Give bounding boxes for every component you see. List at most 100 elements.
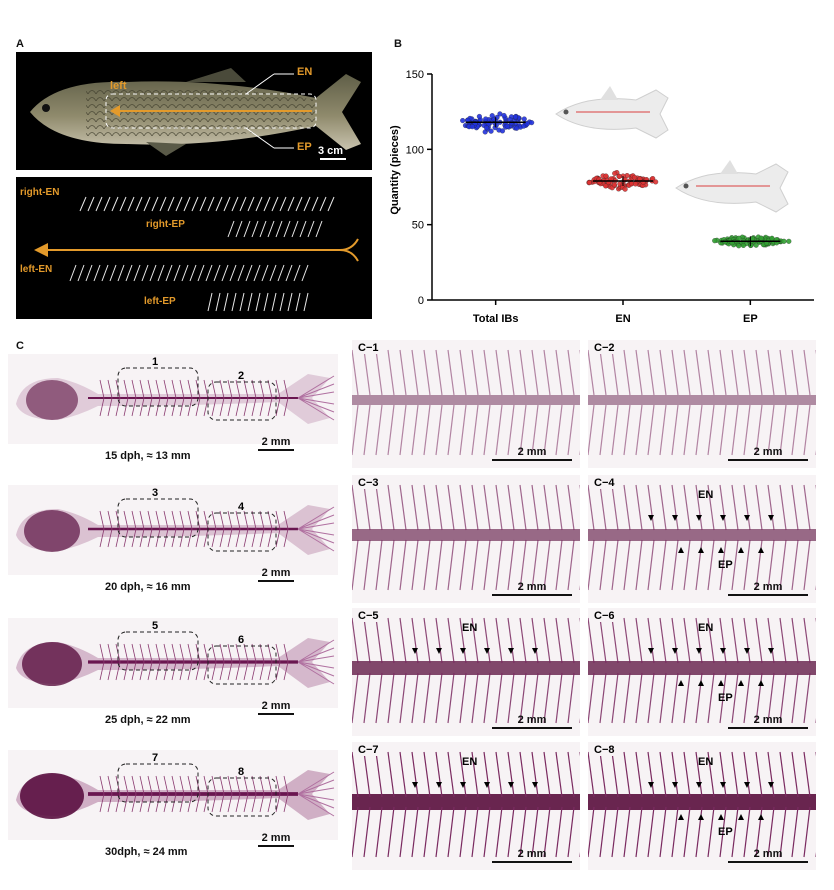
data-point	[524, 121, 530, 127]
panel-c-label: C	[16, 340, 24, 352]
data-point	[740, 242, 746, 248]
scatter-chart: 0 50 100 150 Total IBs EN EP Quantity (pieces)	[389, 69, 814, 325]
scale-bar: 2 mm	[258, 436, 294, 451]
scale-label: 2 mm	[517, 848, 547, 860]
callout-ep: EP	[297, 141, 312, 153]
closeup-drawing	[352, 617, 580, 724]
closeup-drawing	[352, 349, 580, 456]
data-point	[521, 116, 527, 122]
label-right-en: right-EN	[20, 187, 60, 198]
en-label: EN	[698, 622, 714, 634]
box-label: 7	[152, 752, 159, 764]
callout-en: EN	[297, 66, 313, 78]
specimen-caption: 30dph, ≈ 24 mm	[105, 846, 188, 858]
data-point	[499, 128, 506, 134]
box-label: 3	[152, 487, 159, 499]
scale-bar: 2 mm	[728, 714, 808, 729]
closeup-drawing	[352, 484, 580, 591]
scale-line	[258, 845, 294, 847]
closeup-label: C−2	[592, 342, 617, 354]
data-point	[653, 179, 659, 185]
scale-label: 2 mm	[261, 832, 291, 844]
scale-line	[492, 594, 572, 596]
box-label: 5	[152, 620, 159, 632]
closeup-panel: C−8 EN EP 2 mm	[588, 742, 816, 870]
bone-layout-drawing	[34, 196, 359, 312]
data-point	[529, 120, 535, 126]
y-tick-label: 50	[412, 220, 424, 232]
y-axis-label: Quantity (pieces)	[389, 125, 401, 215]
scale-label: 2 mm	[517, 446, 547, 458]
closeup-label: C−8	[592, 744, 617, 756]
closeup-drawing	[588, 484, 816, 591]
box-label: 2	[238, 370, 245, 382]
data-point	[736, 235, 742, 241]
data-point	[460, 118, 466, 124]
closeup-label: C−6	[592, 610, 617, 622]
scale-label: 2 mm	[517, 714, 547, 726]
scale-line	[258, 449, 294, 451]
data-point	[769, 235, 775, 241]
data-point	[504, 123, 510, 129]
fish-illustration-en	[555, 86, 669, 139]
scale-line	[728, 594, 808, 596]
scale-line	[258, 580, 294, 582]
data-point	[781, 238, 787, 244]
data-point	[603, 183, 609, 189]
box-label: 4	[238, 501, 245, 513]
series-ep	[712, 234, 792, 249]
specimen-photo: 3 4	[8, 485, 338, 575]
data-point	[483, 116, 489, 122]
specimen-drawing	[16, 763, 335, 820]
panel-b-label: B	[394, 38, 402, 50]
closeup-drawing	[588, 751, 816, 858]
closeup-panel: C−4 EN EP 2 mm	[588, 475, 816, 603]
data-point	[758, 235, 764, 241]
scale-bar: 2 mm	[492, 848, 572, 863]
data-point	[753, 242, 759, 248]
ep-label: EP	[718, 826, 733, 838]
ep-label: EP	[718, 559, 733, 571]
scale-label: 2 mm	[753, 848, 783, 860]
data-point	[484, 125, 490, 131]
label-left-ep: left-EP	[144, 296, 176, 307]
data-point	[612, 170, 618, 176]
scale-label: 2 mm	[753, 446, 783, 458]
data-point	[521, 123, 527, 129]
data-point	[586, 179, 592, 186]
fish-illustration-ep	[675, 160, 789, 213]
specimen-caption: 15 dph, ≈ 13 mm	[105, 450, 191, 462]
box-label: 6	[238, 634, 245, 646]
scale-bar: 2 mm	[258, 832, 294, 847]
chart-axes: 0 50 100 150 Total IBs EN EP	[406, 69, 814, 325]
callout-left: left	[110, 80, 127, 92]
bone-layout: right-EN right-EP left-EN left-EP	[16, 177, 372, 319]
data-point	[611, 182, 617, 188]
data-point	[616, 173, 622, 179]
box-label: 8	[238, 766, 245, 778]
specimen-photo: 1 2	[8, 354, 338, 444]
x-tick-label: Total IBs	[473, 313, 519, 325]
scale-line	[728, 459, 808, 461]
fish-photo: left EN EP 3 cm	[16, 52, 372, 170]
fish-photo-drawing	[30, 68, 361, 160]
box-label: 1	[152, 356, 159, 368]
scale-bar: 2 mm	[258, 567, 294, 582]
closeup-panel: C−5 EN 2 mm	[352, 608, 580, 736]
y-tick-label: 150	[406, 69, 424, 81]
closeup-label: C−4	[592, 477, 617, 489]
ep-label: EP	[718, 692, 733, 704]
specimen-caption: 25 dph, ≈ 22 mm	[105, 714, 191, 726]
data-point	[514, 125, 520, 131]
chart-points	[460, 111, 792, 249]
data-point	[748, 242, 754, 248]
en-label: EN	[698, 756, 714, 768]
data-point	[786, 238, 792, 244]
data-point	[493, 122, 499, 128]
scale-bar: 2 mm	[728, 848, 808, 863]
photo-scale-label: 3 cm	[318, 145, 344, 157]
data-point	[476, 113, 482, 120]
closeup-panel: C−1 2 mm	[352, 340, 580, 468]
scale-label: 2 mm	[261, 567, 291, 579]
scale-line	[258, 713, 294, 715]
